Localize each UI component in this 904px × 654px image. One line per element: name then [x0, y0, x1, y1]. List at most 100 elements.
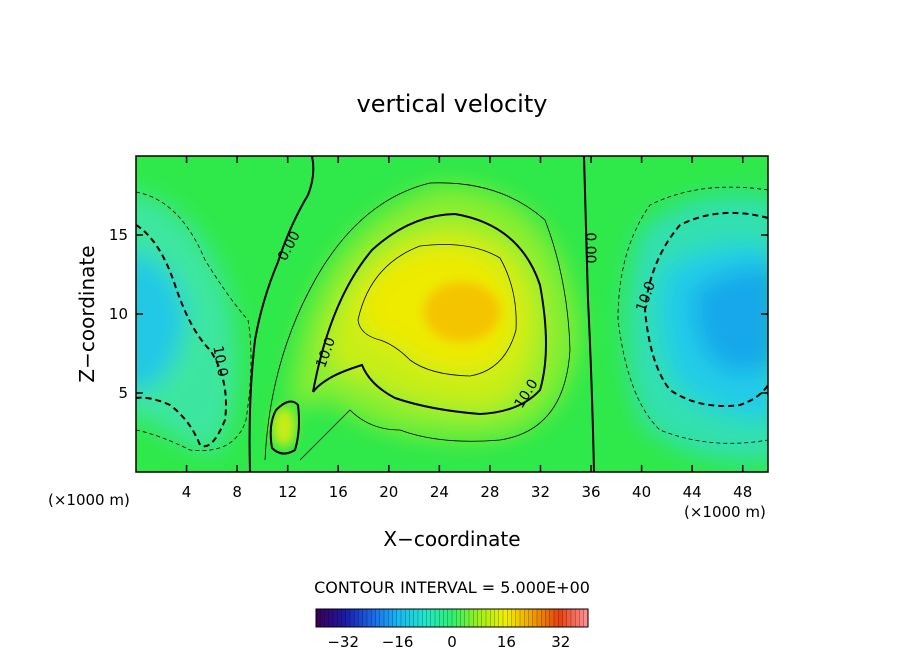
colorbar-tick-label: −16: [382, 633, 414, 651]
y-tick-label: 15: [109, 226, 128, 244]
colorbar-segment: [507, 609, 513, 627]
zero-contour-left: [248, 156, 315, 472]
colorbar-segment: [486, 609, 491, 627]
colorbar-segment: [473, 609, 479, 627]
colorbar-segment: [490, 609, 496, 627]
colorbar-segment: [554, 609, 559, 627]
colorbar-segment: [320, 609, 326, 627]
colorbar-segment: [401, 609, 406, 627]
colorbar-segment: [316, 609, 321, 627]
colorbar-segment: [494, 609, 500, 627]
colorbar-frame: [315, 608, 589, 628]
colorbar-segment: [418, 609, 423, 627]
contour-lines: [136, 156, 768, 472]
colorbar-segment: [426, 609, 432, 627]
colorbar-segment: [520, 609, 525, 627]
x-tick-label: 20: [379, 483, 398, 501]
colorbar-segment: [405, 609, 411, 627]
colorbar-segment: [460, 609, 466, 627]
contour-neg5-right: [617, 186, 768, 444]
contour-15-updraft: [357, 244, 517, 377]
colorbar-segment: [379, 609, 385, 627]
updraft-core: [424, 282, 500, 342]
x-tick-label: 40: [632, 483, 651, 501]
colorbar-segment: [409, 609, 415, 627]
x-tick-label: 24: [430, 483, 449, 501]
colorbar-segment: [354, 609, 360, 627]
contour-small-updraft: [269, 400, 300, 455]
colorbar-tick-label: 0: [447, 633, 457, 651]
x-unit-left: (×1000 m): [48, 491, 130, 509]
left-downdraft-inner: [136, 254, 185, 390]
colorbar-segment: [528, 609, 534, 627]
colorbar-segment: [345, 609, 351, 627]
colorbar-segment: [350, 609, 355, 627]
x-tick-label: 8: [232, 483, 242, 501]
colorbar-segment: [439, 609, 445, 627]
x-tick-label: 44: [683, 483, 702, 501]
colorbar-ticks: −32 −16 0 16 32: [327, 633, 570, 651]
contour-5-updraft: [264, 182, 571, 461]
small-updraft: [272, 407, 296, 447]
colorbar-segment: [375, 609, 381, 627]
x-unit-right: (×1000 m): [684, 503, 766, 521]
contour-interval-label: CONTOUR INTERVAL = 5.000E+00: [314, 578, 590, 597]
contour-neg5-left: [136, 191, 252, 452]
colorbar-segment: [371, 609, 377, 627]
colorbar-segment: [469, 609, 474, 627]
colorbar-segment: [341, 609, 347, 627]
colorbar-segment: [558, 609, 564, 627]
colorbar-segment: [562, 609, 568, 627]
colorbar-segment: [537, 609, 542, 627]
chart-title: vertical velocity: [357, 90, 548, 118]
colorbar-tick-label: 32: [551, 633, 570, 651]
colorbar-segment: [498, 609, 504, 627]
x-tick-label: 32: [531, 483, 550, 501]
colorbar-segment: [443, 609, 449, 627]
plot-area: 0.00 0.00 10.0 10.0 10.0 10.0: [136, 156, 768, 472]
colorbar-segment: [324, 609, 330, 627]
zero-contour-right: [583, 156, 595, 472]
y-tick-label: 5: [118, 384, 128, 402]
colorbar-segment: [430, 609, 436, 627]
colorbar-segment: [456, 609, 462, 627]
colorbar-segment: [392, 609, 398, 627]
colorbar-segment: [524, 609, 530, 627]
colorbar-segment: [384, 609, 389, 627]
colorbar-segment: [579, 609, 585, 627]
colorbar-segment: [358, 609, 364, 627]
contour-neg10-right: [643, 211, 768, 407]
left-downdraft-outer: [136, 193, 238, 455]
x-axis-label: X−coordinate: [383, 527, 520, 551]
x-tick-label: 48: [733, 483, 752, 501]
y-axis-ticks: 5 10 15: [109, 226, 768, 402]
contour-label: 0.00: [582, 232, 598, 263]
y-tick-label: 10: [109, 305, 128, 323]
colorbar-segment: [515, 609, 521, 627]
x-tick-label: 12: [278, 483, 297, 501]
colorbar-segment: [388, 609, 394, 627]
x-tick-label: 16: [329, 483, 348, 501]
colorbar-segment: [333, 609, 338, 627]
colorbar-segment: [575, 609, 581, 627]
x-tick-label: 36: [581, 483, 600, 501]
colorbar-segment: [477, 609, 483, 627]
colorbar-segment: [583, 609, 589, 627]
right-downdraft-core: [693, 267, 768, 373]
colorbar-segment: [452, 609, 457, 627]
contour-label: 10.0: [209, 345, 230, 378]
colorbar-segment: [545, 609, 551, 627]
colorbar-segment: [464, 609, 470, 627]
colorbar-segment: [413, 609, 419, 627]
x-axis-ticks: 4 8 12 16 20 24 28 32 36 40 44 48: [182, 156, 752, 501]
colorbar-segment: [511, 609, 517, 627]
colorbar-segment: [435, 609, 440, 627]
colorbar-segment: [422, 609, 428, 627]
colorbar-segment: [481, 609, 487, 627]
colorbar-segment: [328, 609, 334, 627]
colorbar-segment: [362, 609, 368, 627]
colorbar-segment: [541, 609, 547, 627]
x-tick-label: 4: [182, 483, 192, 501]
colorbar-segment: [566, 609, 572, 627]
colorbar-segment: [396, 609, 402, 627]
